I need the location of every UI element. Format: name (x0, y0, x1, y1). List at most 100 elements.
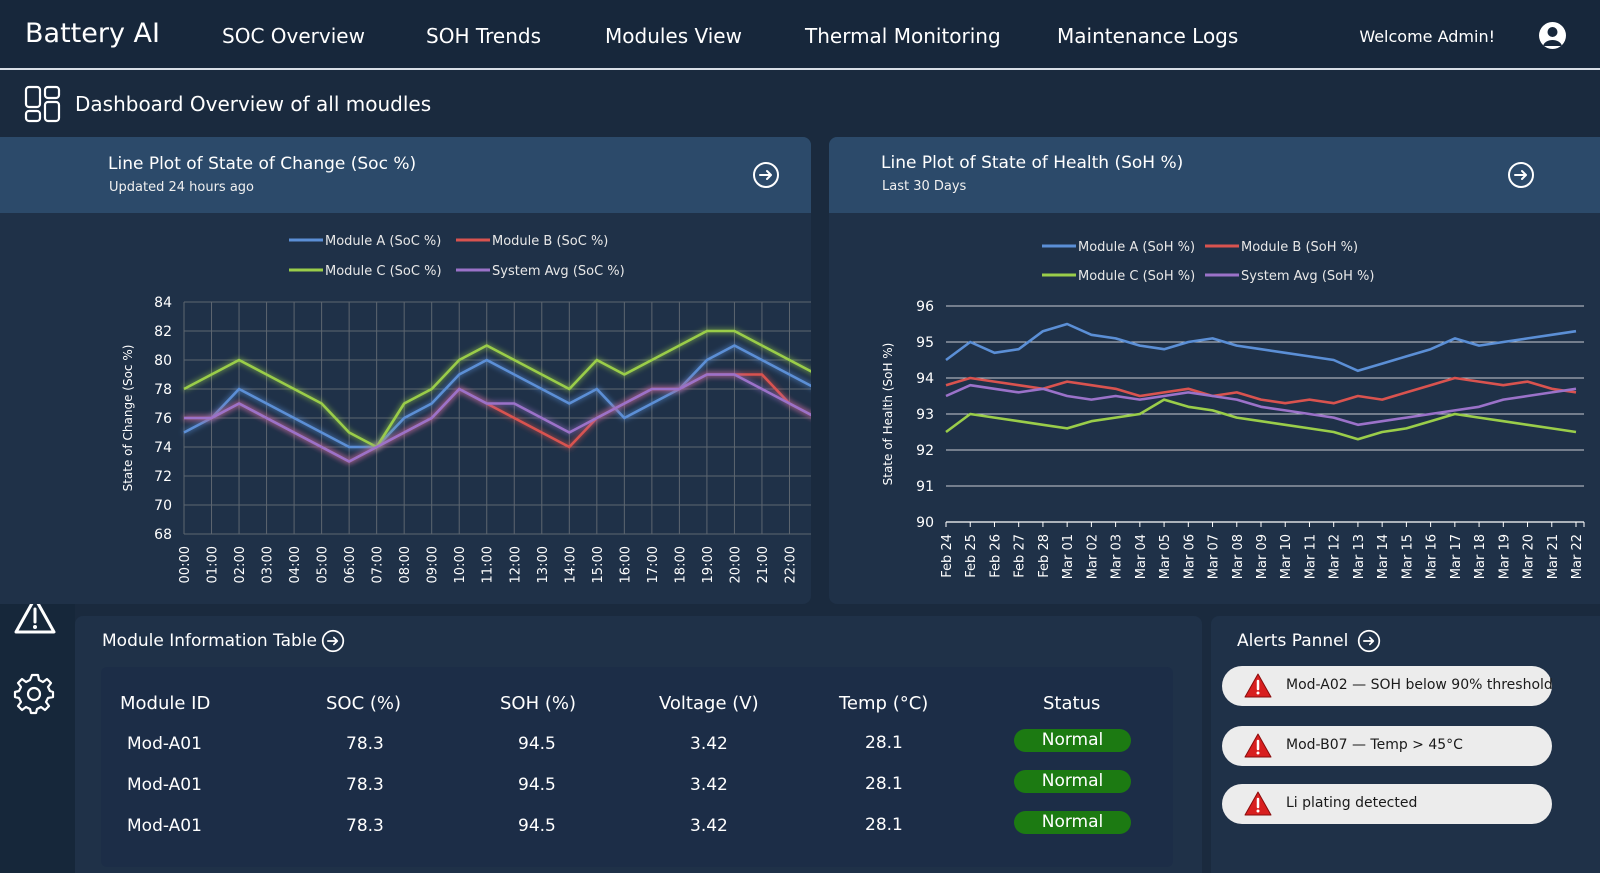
x-tick-label: Mar 17 (1449, 534, 1464, 579)
soc-open-arrow-icon[interactable] (752, 161, 780, 189)
app-brand[interactable]: Battery AI (25, 18, 160, 49)
soc-panel-subtitle: Updated 24 hours ago (109, 180, 254, 195)
y-tick-label: 92 (916, 443, 934, 459)
x-tick-label: Mar 18 (1473, 534, 1488, 579)
series-line (945, 383, 1577, 427)
cell-module-id: Mod-A01 (127, 816, 202, 836)
alerts-title: Alerts Pannel (1237, 631, 1349, 651)
legend-label: System Avg (SoC %) (492, 264, 625, 279)
cell-temp: 28.1 (865, 774, 903, 794)
alert-item[interactable]: Mod-B07 — Temp > 45°C (1222, 726, 1552, 766)
top-nav-bar: Battery AI SOC Overview SOH Trends Modul… (0, 0, 1600, 70)
cell-soc: 78.3 (346, 734, 384, 754)
x-tick-label: 13:00 (536, 546, 551, 583)
cell-temp: 28.1 (865, 733, 903, 753)
legend-label: Module A (SoC %) (325, 234, 441, 249)
nav-soc-overview[interactable]: SOC Overview (222, 24, 365, 48)
y-tick-label: 93 (916, 407, 934, 423)
x-tick-label: Mar 03 (1110, 534, 1125, 579)
soh-open-arrow-icon[interactable] (1507, 161, 1535, 189)
col-header-voltage[interactable]: Voltage (V) (659, 693, 759, 714)
alert-triangle-icon (1244, 733, 1272, 758)
series-line (184, 373, 811, 463)
cell-voltage: 3.42 (690, 816, 728, 836)
nav-soh-trends[interactable]: SOH Trends (426, 24, 541, 48)
soh-chart-panel: Line Plot of State of Health (SoH %) Las… (829, 137, 1600, 604)
y-tick-label: 91 (916, 479, 934, 495)
cell-temp: 28.1 (865, 815, 903, 835)
x-tick-label: Mar 06 (1182, 534, 1197, 579)
y-tick-label: 95 (916, 335, 934, 351)
legend-label: System Avg (SoH %) (1241, 269, 1374, 284)
x-tick-label: Mar 02 (1085, 534, 1100, 579)
nav-modules-view[interactable]: Modules View (605, 24, 742, 48)
cell-soc: 78.3 (346, 775, 384, 795)
x-tick-label: 19:00 (701, 546, 716, 583)
x-tick-label: 04:00 (288, 546, 303, 583)
welcome-text: Welcome Admin! (1359, 27, 1495, 46)
status-badge[interactable]: Normal (1014, 770, 1131, 793)
y-tick-label: 80 (154, 353, 172, 369)
x-tick-label: 03:00 (261, 546, 276, 583)
cell-soh: 94.5 (518, 775, 556, 795)
x-tick-label: Mar 05 (1158, 534, 1173, 579)
soc-panel-title: Line Plot of State of Change (Soc %) (108, 154, 417, 174)
alert-text: Li plating detected (1286, 795, 1418, 811)
table-open-arrow-icon[interactable] (321, 629, 345, 653)
x-tick-label: Mar 04 (1134, 534, 1149, 579)
soc-panel-header: Line Plot of State of Change (Soc %) Upd… (0, 137, 811, 213)
x-tick-label: 05:00 (316, 546, 331, 583)
y-tick-label: 68 (154, 527, 172, 543)
x-tick-label: 01:00 (206, 546, 221, 583)
x-tick-label: 09:00 (426, 546, 441, 583)
x-tick-label: 22:00 (783, 546, 798, 583)
legend-label: Module B (SoC %) (492, 234, 608, 249)
alert-item[interactable]: Li plating detected (1222, 784, 1552, 824)
x-tick-label: 10:00 (453, 546, 468, 583)
x-tick-label: 07:00 (371, 546, 386, 583)
x-tick-label: 20:00 (728, 546, 743, 583)
x-tick-label: Feb 25 (964, 534, 979, 578)
cell-module-id: Mod-A01 (127, 775, 202, 795)
module-info-table: Module ID SOC (%) SOH (%) Voltage (V) Te… (101, 667, 1173, 867)
y-tick-label: 94 (916, 371, 934, 387)
col-header-soh[interactable]: SOH (%) (500, 693, 576, 714)
user-avatar-icon[interactable] (1539, 22, 1566, 49)
soh-panel-header: Line Plot of State of Health (SoH %) Las… (829, 137, 1600, 213)
x-tick-label: 12:00 (508, 546, 523, 583)
cell-soc: 78.3 (346, 816, 384, 836)
alert-triangle-icon (1244, 673, 1272, 698)
warning-icon[interactable] (10, 592, 60, 642)
y-tick-label: 84 (154, 295, 172, 311)
col-header-status[interactable]: Status (1043, 693, 1101, 714)
legend-label: Module A (SoH %) (1078, 240, 1195, 255)
col-header-soc[interactable]: SOC (%) (326, 693, 402, 714)
alerts-panel: Alerts Pannel Mod-A02 — SOH below 90% th… (1211, 616, 1600, 873)
dashboard-grid-icon (24, 85, 61, 123)
col-header-temp[interactable]: Temp (°C) (839, 693, 929, 714)
series-line (183, 329, 811, 449)
x-tick-label: Mar 14 (1376, 534, 1391, 579)
cell-voltage: 3.42 (690, 734, 728, 754)
x-tick-label: Mar 07 (1207, 534, 1222, 579)
x-tick-label: Mar 11 (1303, 534, 1318, 579)
y-tick-label: 74 (154, 440, 172, 456)
alert-text: Mod-A02 — SOH below 90% threshold (1286, 677, 1553, 693)
col-header-module-id[interactable]: Module ID (120, 693, 211, 714)
x-tick-label: Feb 26 (988, 534, 1003, 578)
status-badge[interactable]: Normal (1014, 811, 1131, 834)
x-tick-label: Mar 12 (1328, 534, 1343, 579)
x-tick-label: 06:00 (343, 546, 358, 583)
series-line (945, 376, 1577, 405)
gear-icon[interactable] (10, 669, 60, 719)
x-tick-label: Mar 21 (1546, 534, 1561, 579)
status-badge[interactable]: Normal (1014, 729, 1131, 752)
y-tick-label: 90 (916, 515, 934, 531)
page-title: Dashboard Overview of all moudles (75, 92, 432, 116)
y-tick-label: 76 (154, 411, 172, 427)
alerts-open-arrow-icon[interactable] (1357, 629, 1381, 653)
alert-item[interactable]: Mod-A02 — SOH below 90% threshold (1222, 666, 1553, 706)
nav-thermal-monitoring[interactable]: Thermal Monitoring (805, 24, 1001, 48)
nav-maintenance-logs[interactable]: Maintenance Logs (1057, 24, 1239, 48)
module-table-panel: Module Information Table Module ID SOC (… (75, 616, 1202, 873)
